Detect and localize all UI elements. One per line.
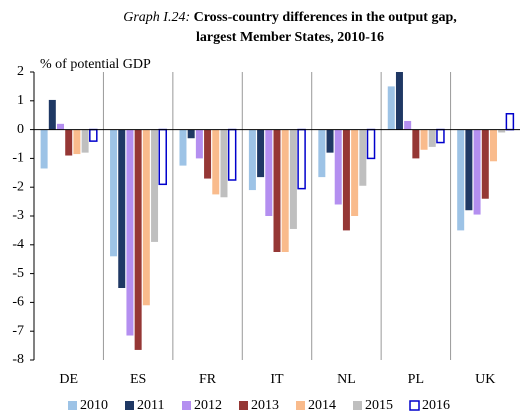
bar [248,129,256,191]
bar [179,129,187,166]
bar [81,129,89,153]
bar [151,129,159,242]
y-tick-label: -7 [12,323,24,338]
y-tick-label: -3 [12,208,24,223]
bar [366,128,376,160]
bar [40,129,48,169]
bar [489,129,497,162]
title-line: largest Member States, 2010-16 [196,30,384,45]
y-tick-label: -8 [12,352,24,367]
x-tick-label: IT [270,372,284,387]
bar [65,129,73,156]
bar [359,129,367,186]
y-tick-label: -6 [12,295,24,310]
bar [257,129,265,178]
bar [428,129,436,147]
x-tick-label: ES [130,372,146,387]
y-tick-label: 0 [17,122,24,137]
bar [334,129,342,205]
bar [412,129,420,159]
legend-swatch [296,401,305,410]
bar [481,129,489,199]
bar [265,129,273,216]
x-tick-label: NL [337,372,356,387]
legend-swatch [353,401,362,410]
legend-swatch [409,400,420,411]
title-label: Graph I.24: [123,10,190,25]
legend-swatch [125,401,134,410]
bar [420,129,428,150]
legend-label: 2013 [251,398,279,413]
bar [326,129,334,153]
bar [395,72,403,130]
bar [134,129,142,350]
bar [89,128,98,142]
bar [220,129,228,198]
legend-swatch [182,401,191,410]
bar [73,129,81,155]
bar [187,129,195,139]
legend-label: 2014 [308,398,336,413]
bar [57,123,65,130]
x-tick-label: UK [475,372,495,387]
y-tick-label: -2 [12,179,24,194]
bar [387,86,395,130]
bar [142,129,150,306]
y-tick-label: -5 [12,266,24,281]
legend-label: 2012 [194,398,222,413]
bar [297,128,306,190]
bar [118,129,126,288]
bar [212,129,220,195]
bar [110,129,118,257]
y-axis-label: % of potential GDP [40,57,151,72]
legend-swatch [239,401,248,410]
x-tick-label: PL [408,372,424,387]
bar [158,128,167,186]
x-tick-label: DE [59,372,78,387]
bar [273,129,281,252]
y-tick-label: -1 [12,151,24,166]
bar [318,129,326,178]
bar [498,129,506,133]
bar [404,120,412,130]
legend-label: 2011 [137,398,164,413]
chart-title: Graph I.24: Cross-country differences in… [123,10,457,25]
legend-label: 2015 [365,398,393,413]
bar [204,129,212,179]
bar [505,113,515,131]
y-tick-label: 2 [17,64,24,79]
bar [126,129,134,336]
bar [351,129,359,216]
y-tick-label: 1 [17,93,24,108]
bar [281,129,289,252]
bar [227,128,237,181]
x-tick-label: FR [199,372,217,387]
bar [436,128,445,144]
bar [457,129,465,231]
legend-swatch [68,401,77,410]
legend-label: 2010 [80,398,108,413]
title-line: Cross-country differences in the output … [194,10,457,25]
bar [465,129,473,211]
bar [48,99,56,130]
bar [342,129,350,231]
bar [195,129,203,159]
bar [473,129,481,215]
y-tick-label: -4 [12,237,24,252]
bar [289,129,297,229]
legend-label: 2016 [422,398,450,413]
